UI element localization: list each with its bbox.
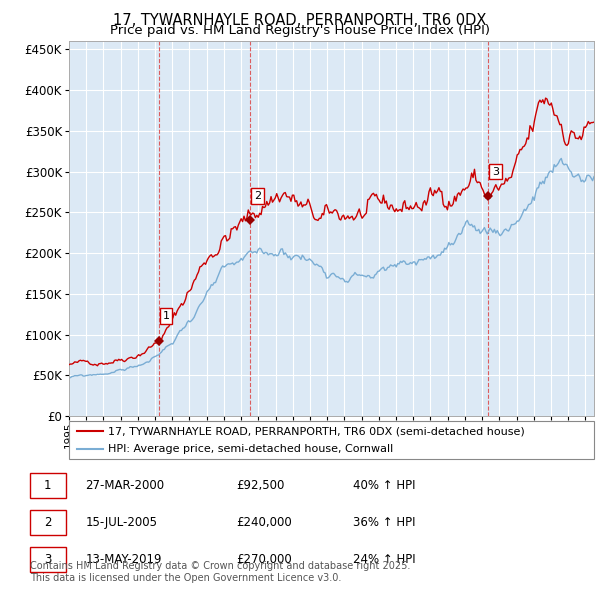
Text: Price paid vs. HM Land Registry's House Price Index (HPI): Price paid vs. HM Land Registry's House … <box>110 24 490 37</box>
Text: 24% ↑ HPI: 24% ↑ HPI <box>353 553 416 566</box>
Text: 13-MAY-2019: 13-MAY-2019 <box>85 553 162 566</box>
Text: 1: 1 <box>163 311 170 321</box>
Text: £92,500: £92,500 <box>236 479 284 492</box>
FancyBboxPatch shape <box>29 473 66 499</box>
Text: 15-JUL-2005: 15-JUL-2005 <box>85 516 157 529</box>
FancyBboxPatch shape <box>29 510 66 535</box>
Text: 1: 1 <box>44 479 52 492</box>
Text: 36% ↑ HPI: 36% ↑ HPI <box>353 516 416 529</box>
Text: 3: 3 <box>492 166 499 176</box>
Text: 2: 2 <box>254 191 261 201</box>
FancyBboxPatch shape <box>29 546 66 572</box>
Text: 27-MAR-2000: 27-MAR-2000 <box>85 479 164 492</box>
Text: HPI: Average price, semi-detached house, Cornwall: HPI: Average price, semi-detached house,… <box>109 444 394 454</box>
Text: 17, TYWARNHAYLE ROAD, PERRANPORTH, TR6 0DX: 17, TYWARNHAYLE ROAD, PERRANPORTH, TR6 0… <box>113 12 487 28</box>
Text: £240,000: £240,000 <box>236 516 292 529</box>
Text: 17, TYWARNHAYLE ROAD, PERRANPORTH, TR6 0DX (semi-detached house): 17, TYWARNHAYLE ROAD, PERRANPORTH, TR6 0… <box>109 426 525 436</box>
Text: Contains HM Land Registry data © Crown copyright and database right 2025.
This d: Contains HM Land Registry data © Crown c… <box>30 561 410 583</box>
Text: 40% ↑ HPI: 40% ↑ HPI <box>353 479 416 492</box>
FancyBboxPatch shape <box>69 421 594 459</box>
Text: 2: 2 <box>44 516 52 529</box>
Text: £270,000: £270,000 <box>236 553 292 566</box>
Text: 3: 3 <box>44 553 52 566</box>
